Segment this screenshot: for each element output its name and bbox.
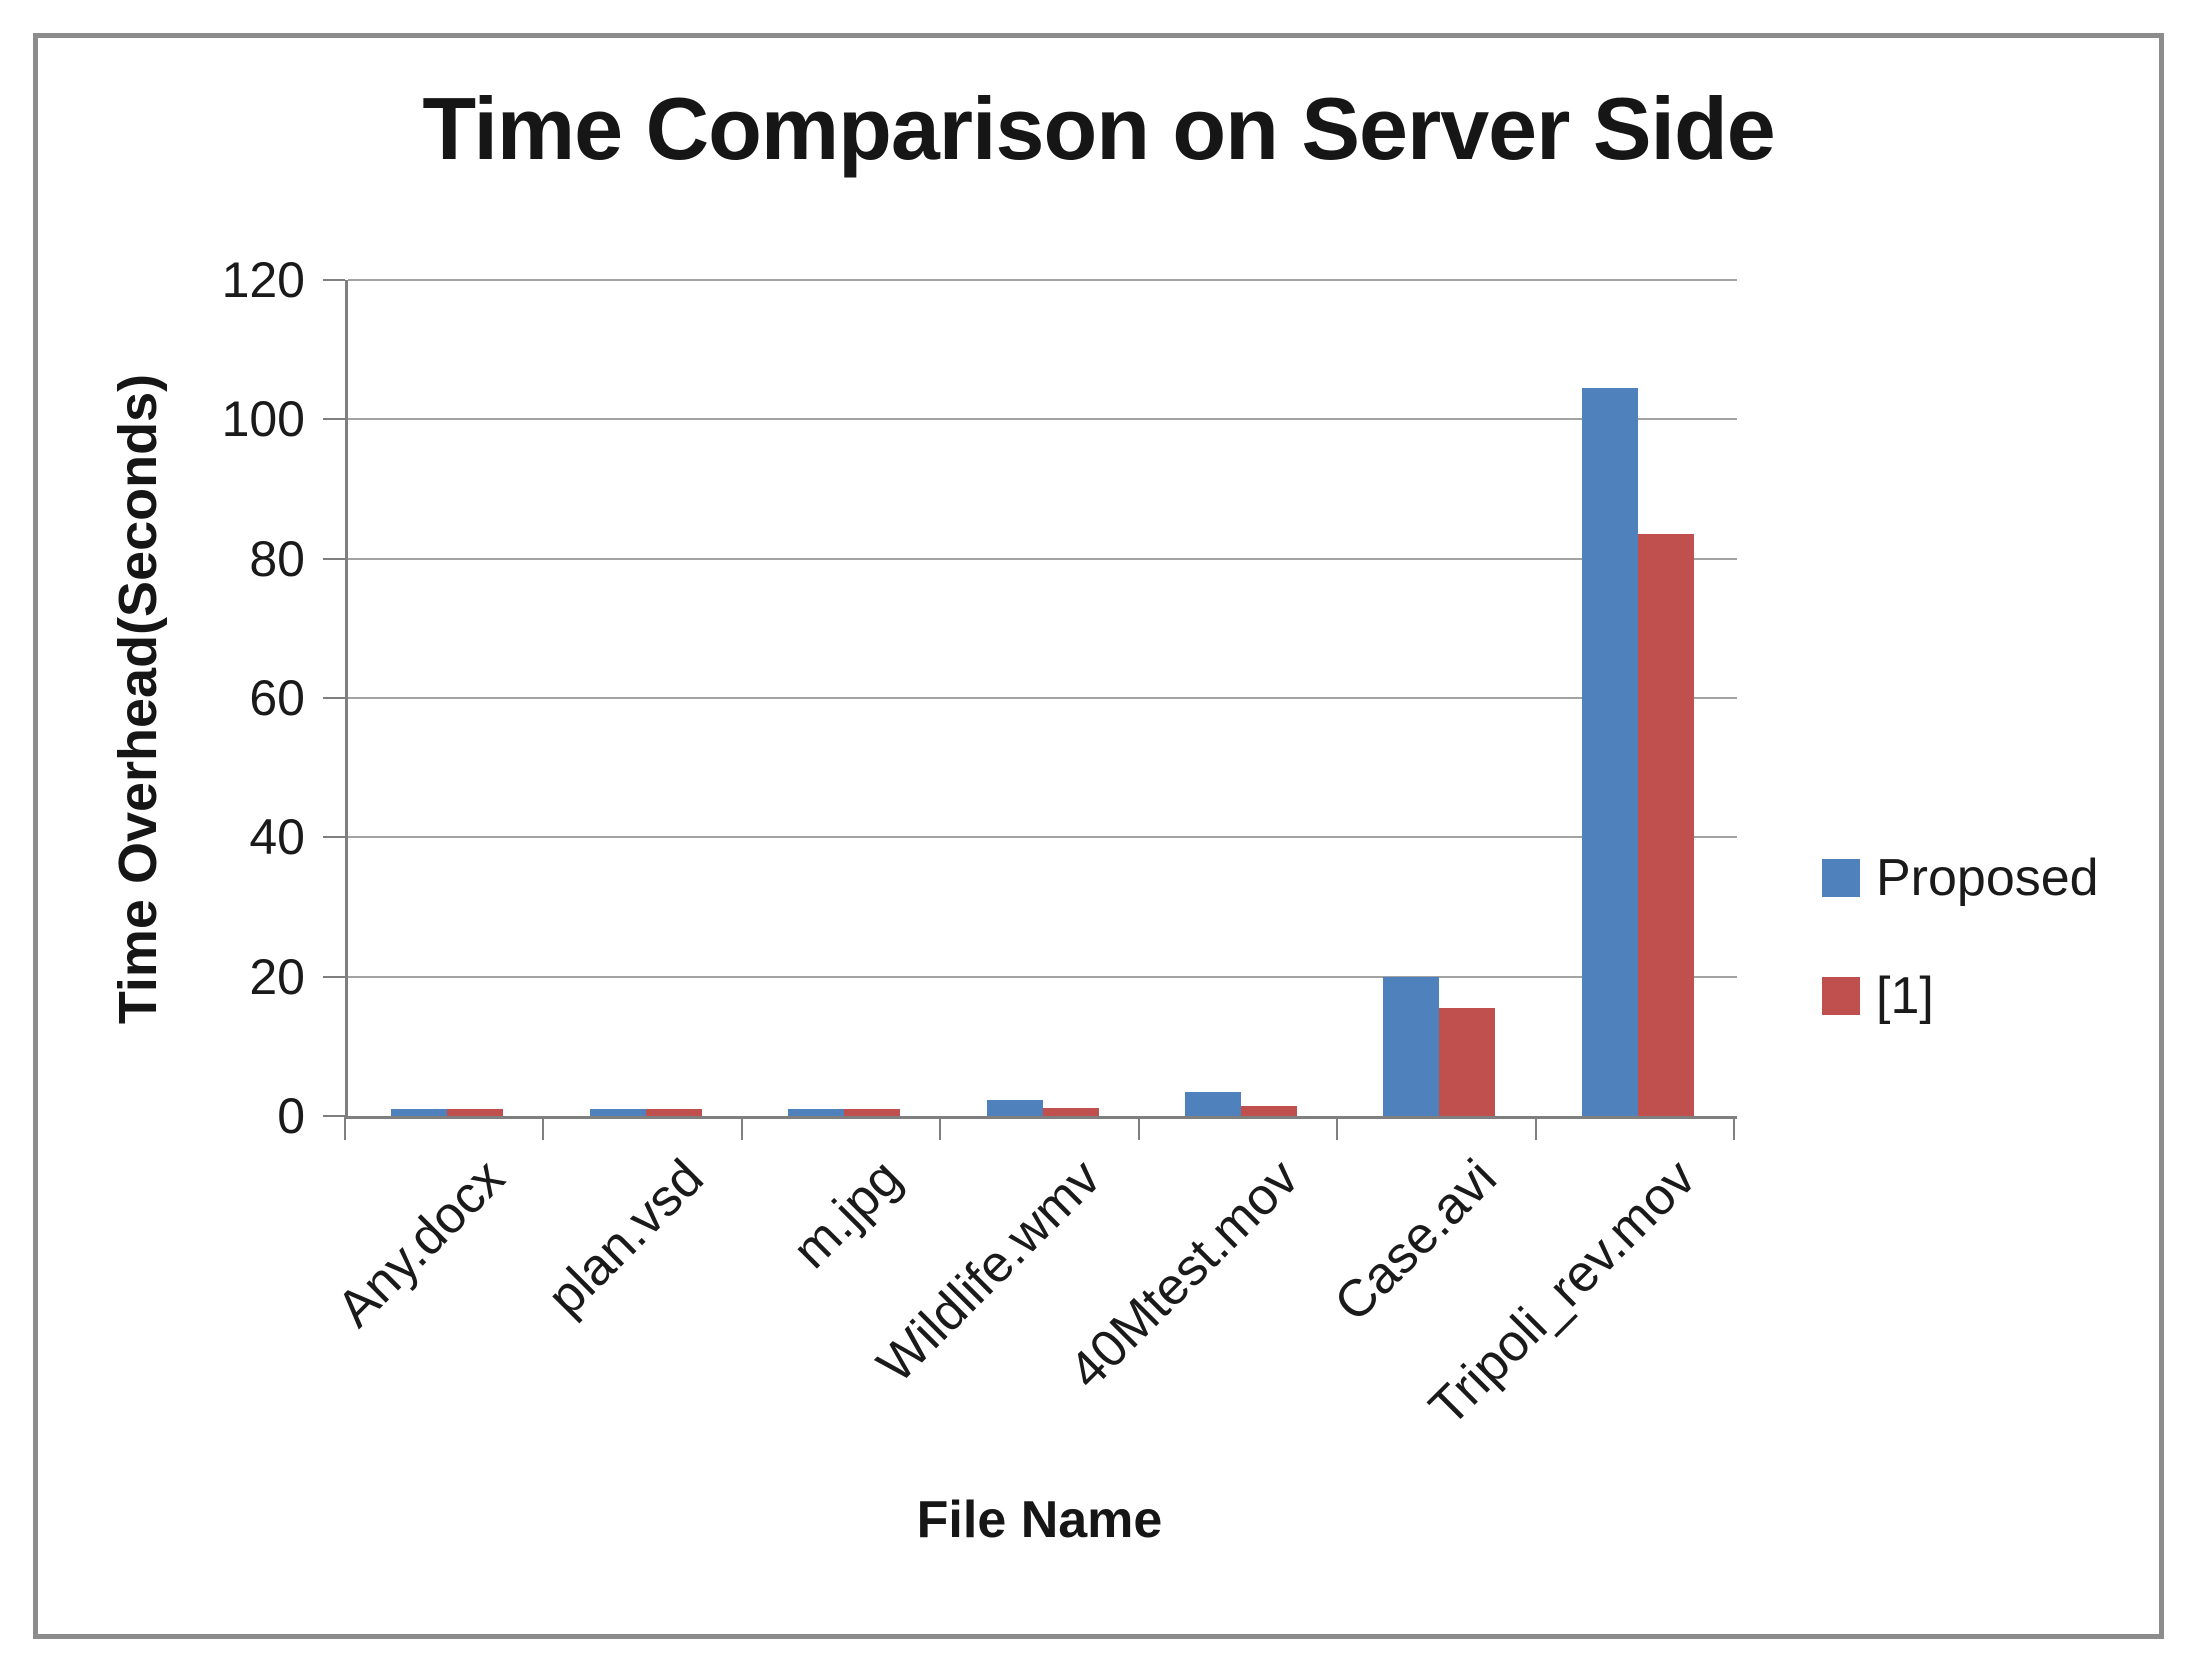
- x-axis-title: File Name: [916, 1491, 1163, 1549]
- x-tick: [939, 1116, 942, 1140]
- y-gridline: [348, 697, 1737, 699]
- chart-border-frame: [33, 33, 2164, 1639]
- x-tick: [344, 1116, 346, 1140]
- x-tick: [542, 1116, 545, 1140]
- y-tick-label: 20: [249, 948, 305, 1005]
- bar: [391, 1109, 448, 1116]
- legend-swatch-icon: [1822, 977, 1860, 1015]
- y-tick-label: 0: [277, 1088, 305, 1144]
- bar: [1581, 387, 1638, 1116]
- legend-item: Proposed: [1822, 848, 2099, 908]
- bar: [1383, 976, 1440, 1116]
- legend-label: Proposed: [1876, 849, 2099, 907]
- bar: [986, 1099, 1043, 1116]
- bar: [1637, 534, 1694, 1116]
- plot-area: [345, 279, 1737, 1119]
- y-tick: [323, 975, 345, 978]
- y-tick: [323, 836, 345, 839]
- y-tick: [323, 279, 345, 281]
- y-tick-label: 100: [221, 391, 305, 448]
- x-tick: [740, 1116, 743, 1140]
- y-gridline: [348, 418, 1737, 421]
- y-tick-label: 120: [221, 252, 305, 308]
- y-tick-label: 40: [249, 809, 305, 866]
- x-tick: [1137, 1116, 1140, 1140]
- y-tick: [323, 557, 345, 560]
- y-gridline: [348, 279, 1737, 281]
- chart-title: Time Comparison on Server Side: [422, 79, 1775, 178]
- x-tick: [1733, 1116, 1735, 1140]
- y-gridline: [348, 557, 1737, 560]
- bar: [1240, 1105, 1297, 1116]
- y-tick-label: 60: [249, 670, 305, 726]
- bar: [788, 1109, 845, 1116]
- legend: Proposed [1]: [1822, 848, 2099, 1026]
- bar: [1042, 1108, 1099, 1116]
- y-tick: [323, 418, 345, 421]
- legend-label: [1]: [1876, 967, 1934, 1025]
- x-tick: [1336, 1116, 1339, 1140]
- y-tick: [323, 1115, 345, 1117]
- bar: [589, 1109, 646, 1116]
- bar: [645, 1109, 702, 1116]
- y-tick: [323, 697, 345, 699]
- legend-swatch-icon: [1822, 859, 1860, 897]
- y-tick-label: 80: [249, 530, 305, 587]
- legend-item: [1]: [1822, 966, 2099, 1026]
- bar: [447, 1109, 504, 1116]
- bar: [844, 1109, 901, 1116]
- x-tick: [1534, 1116, 1537, 1140]
- bar: [1184, 1091, 1241, 1116]
- y-gridline: [348, 836, 1737, 839]
- y-gridline: [348, 975, 1737, 978]
- bar: [1439, 1008, 1496, 1116]
